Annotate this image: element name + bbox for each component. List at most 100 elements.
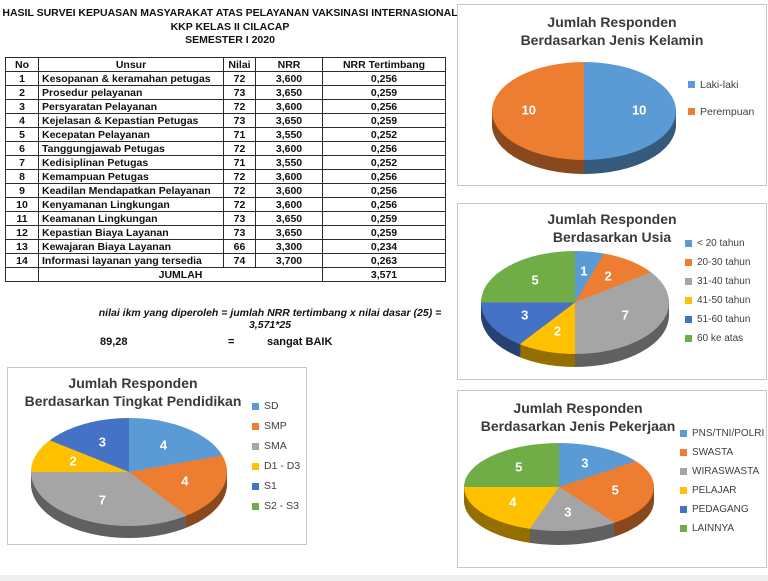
legend-swatch-icon <box>685 278 692 285</box>
legend-label: PEDAGANG <box>692 504 749 515</box>
table-row: 14 Informasi layanan yang tersedia 74 3,700… <box>5 253 446 268</box>
legend-swatch-icon <box>252 442 259 450</box>
pie-slice-label: 5 <box>611 482 619 498</box>
ikm-table-body: 1 Kesopanan & keramahan petugas 72 3,600 0,2… <box>5 71 446 282</box>
pie-slice-label: 2 <box>553 323 562 339</box>
pie-top-face <box>492 62 676 160</box>
table-row: 10 Kenyamanan Lingkungan 72 3,600 0,256 <box>5 197 446 212</box>
table-cell: Kenyamanan Lingkungan <box>38 197 224 212</box>
legend-swatch-icon <box>680 487 687 494</box>
legend-label: 41-50 tahun <box>697 295 751 306</box>
legend-item: Laki-laki <box>688 71 754 98</box>
table-cell: 3,600 <box>255 197 323 212</box>
legend-swatch-icon <box>252 402 259 410</box>
table-cell: 72 <box>223 169 256 184</box>
table-cell: 73 <box>223 225 256 240</box>
legend-swatch-icon <box>685 297 692 304</box>
pie-slice-label: 7 <box>98 492 106 508</box>
legend-item: S2 - S3 <box>252 496 300 516</box>
table-cell: Kemampuan Petugas <box>38 169 224 184</box>
table-cell: 6 <box>5 141 39 156</box>
table-cell: 11 <box>5 211 39 226</box>
column-header: Nilai <box>223 57 256 72</box>
legend-item: SWASTA <box>680 443 764 462</box>
pie-slice-label: 3 <box>98 434 106 450</box>
pie-slice-label: 2 <box>69 453 77 469</box>
table-cell: 3,300 <box>255 239 323 254</box>
legend-label: SWASTA <box>692 447 734 458</box>
column-header: NRR Tertimbang <box>322 57 446 72</box>
chart-title-line: Jumlah Responden <box>547 211 677 227</box>
table-cell: Persyaratan Pelayanan <box>38 99 224 114</box>
pie-slice-label: 2 <box>604 268 612 284</box>
ikm-score-value: 89,28 <box>100 336 128 348</box>
table-cell: 71 <box>223 155 256 170</box>
legend-swatch-icon <box>680 468 687 475</box>
legend-item: D1 - D3 <box>252 456 300 476</box>
legend-swatch-icon <box>680 430 687 437</box>
table-row: 11 Keamanan Lingkungan 73 3,650 0,259 <box>5 211 446 226</box>
legend-swatch-icon <box>685 240 692 247</box>
legend-item: S1 <box>252 476 300 496</box>
table-cell: 72 <box>223 99 256 114</box>
table-cell: 3 <box>5 99 39 114</box>
table-cell: 72 <box>223 197 256 212</box>
table-cell: 71 <box>223 127 256 142</box>
legend-item: LAINNYA <box>680 519 764 538</box>
table-row: 6 Tanggungjawab Petugas 72 3,600 0,256 <box>5 141 446 156</box>
legend-item: 60 ke atas <box>685 329 750 348</box>
chart-kelamin-box: Jumlah Responden Berdasarkan Jenis Kelami… <box>457 4 767 186</box>
legend-swatch-icon <box>688 81 695 88</box>
chart-title-line: Jumlah Responden <box>513 400 643 416</box>
table-cell: 0,256 <box>322 183 446 198</box>
table-cell: 3,600 <box>255 99 323 114</box>
chart-title-line: Berdasarkan Usia <box>552 229 672 245</box>
table-cell: 2 <box>5 85 39 100</box>
chart-pendidikan-box: Jumlah Responden Berdasarkan Tingkat Pend… <box>7 367 307 545</box>
table-cell: 0,256 <box>322 71 446 86</box>
legend-item: PEDAGANG <box>680 500 764 519</box>
legend-label: 20-30 tahun <box>697 257 751 268</box>
table-cell: Keamanan Lingkungan <box>38 211 224 226</box>
table-cell: 0,256 <box>322 169 446 184</box>
report-title-line2: KKP KELAS II CILACAP <box>170 20 290 33</box>
legend-item: PELAJAR <box>680 481 764 500</box>
legend-item: 20-30 tahun <box>685 253 750 272</box>
table-cell: 0,256 <box>322 197 446 212</box>
table-cell: 7 <box>5 155 39 170</box>
table-row: 9 Keadilan Mendapatkan Pelayanan 72 3,600 0,… <box>5 183 446 198</box>
ikm-score-row: 89,28 = sangat BAIK <box>0 336 460 350</box>
table-cell: Kecepatan Pelayanan <box>38 127 224 142</box>
pie-slice-label: 7 <box>621 307 629 323</box>
total-label-cell: JUMLAH <box>38 267 323 282</box>
chart-title: Jumlah Responden Berdasarkan Usia <box>458 210 766 246</box>
table-row: 13 Kewajaran Biaya Layanan 66 3,300 0,234 <box>5 239 446 254</box>
chart-title-line: Berdasarkan Jenis Kelamin <box>520 32 704 48</box>
table-cell: Kepastian Biaya Layanan <box>38 225 224 240</box>
legend-swatch-icon <box>680 506 687 513</box>
table-cell: 0,234 <box>322 239 446 254</box>
table-cell: 12 <box>5 225 39 240</box>
chart-title: Jumlah Responden Berdasarkan Tingkat Pend… <box>8 374 258 410</box>
table-cell: 13 <box>5 239 39 254</box>
legend-swatch-icon <box>685 335 692 342</box>
table-cell: 3,650 <box>255 85 323 100</box>
total-value-cell: 3,571 <box>322 267 446 282</box>
table-cell: 3,550 <box>255 155 323 170</box>
report-title-line3: SEMESTER I 2020 <box>185 34 275 46</box>
report-title: HASIL SURVEI KEPUASAN MASYARAKAT ATAS PE… <box>0 7 460 48</box>
pie-slice-label: 4 <box>181 473 189 489</box>
ikm-score-verdict: sangat BAIK <box>267 336 333 348</box>
legend-label: SMA <box>264 440 287 452</box>
table-cell: 1 <box>5 71 39 86</box>
table-cell: 0,259 <box>322 225 446 240</box>
table-cell: 0,256 <box>322 99 446 114</box>
table-cell: 0,259 <box>322 113 446 128</box>
legend-item: 31-40 tahun <box>685 272 750 291</box>
chart-pekerjaan-box: Jumlah Responden Berdasarkan Jenis Pekerj… <box>457 390 767 568</box>
legend-item: PNS/TNI/POLRI <box>680 424 764 443</box>
legend-swatch-icon <box>252 462 259 470</box>
chart-title: Jumlah Responden Berdasarkan Jenis Kelami… <box>458 13 766 49</box>
table-cell: 0,263 <box>322 253 446 268</box>
